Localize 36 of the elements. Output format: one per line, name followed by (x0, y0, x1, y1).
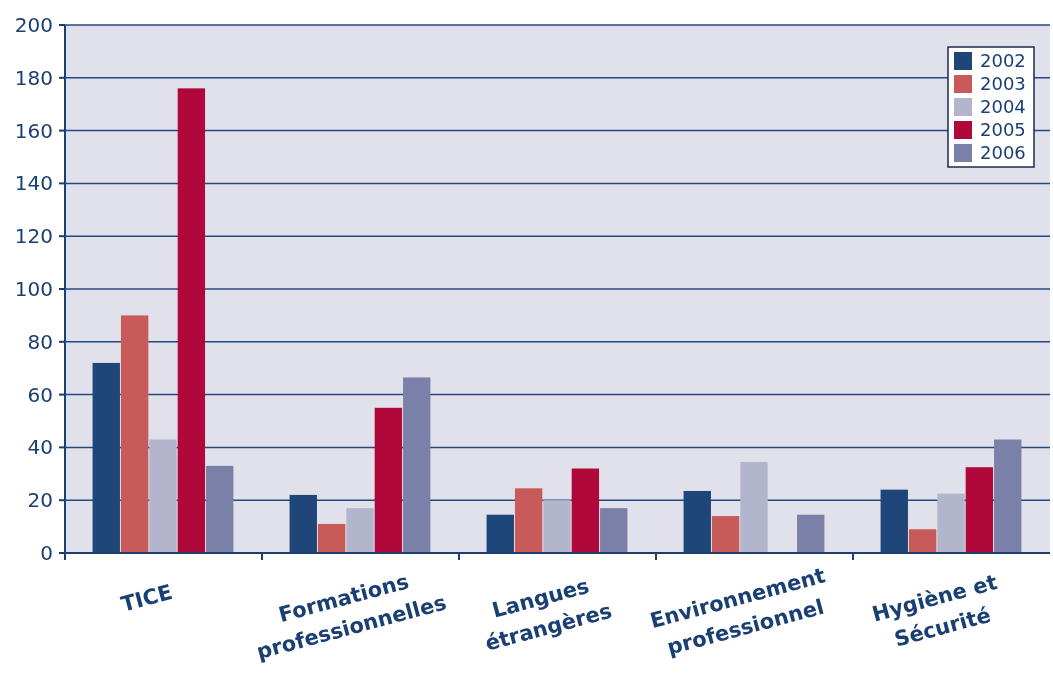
bar (711, 516, 740, 553)
y-tick-label: 120 (14, 224, 53, 249)
bar (965, 467, 994, 553)
bar (403, 377, 431, 553)
y-tick-label: 180 (14, 65, 53, 90)
bar (206, 465, 234, 553)
y-tick-label: 40 (27, 435, 53, 460)
bar (740, 461, 768, 553)
legend-label: 2006 (980, 142, 1026, 164)
bar (797, 514, 825, 553)
bar (374, 407, 403, 553)
bar (149, 439, 177, 553)
y-tick-label: 140 (14, 171, 53, 196)
bar (317, 523, 346, 553)
legend-label: 2004 (980, 96, 1026, 118)
bar (937, 493, 965, 553)
bar (543, 500, 571, 553)
y-tick-label: 0 (40, 541, 53, 565)
x-tick-label: TICE (118, 579, 175, 617)
y-tick-label: 60 (27, 382, 53, 407)
bar (600, 508, 628, 553)
y-tick-label: 80 (27, 329, 53, 354)
bar (514, 488, 543, 553)
bar (346, 508, 374, 553)
bar (177, 88, 206, 553)
legend-label: 2003 (980, 73, 1026, 95)
legend-label: 2005 (980, 119, 1026, 141)
y-tick-label: 200 (14, 13, 53, 37)
legend-label: 2002 (980, 50, 1026, 72)
bar (908, 529, 937, 553)
y-tick-label: 160 (14, 118, 53, 143)
y-tick-label: 100 (14, 277, 53, 301)
y-tick-label: 20 (27, 488, 53, 513)
bar (571, 468, 600, 553)
bar (994, 439, 1022, 553)
bar (120, 315, 149, 553)
